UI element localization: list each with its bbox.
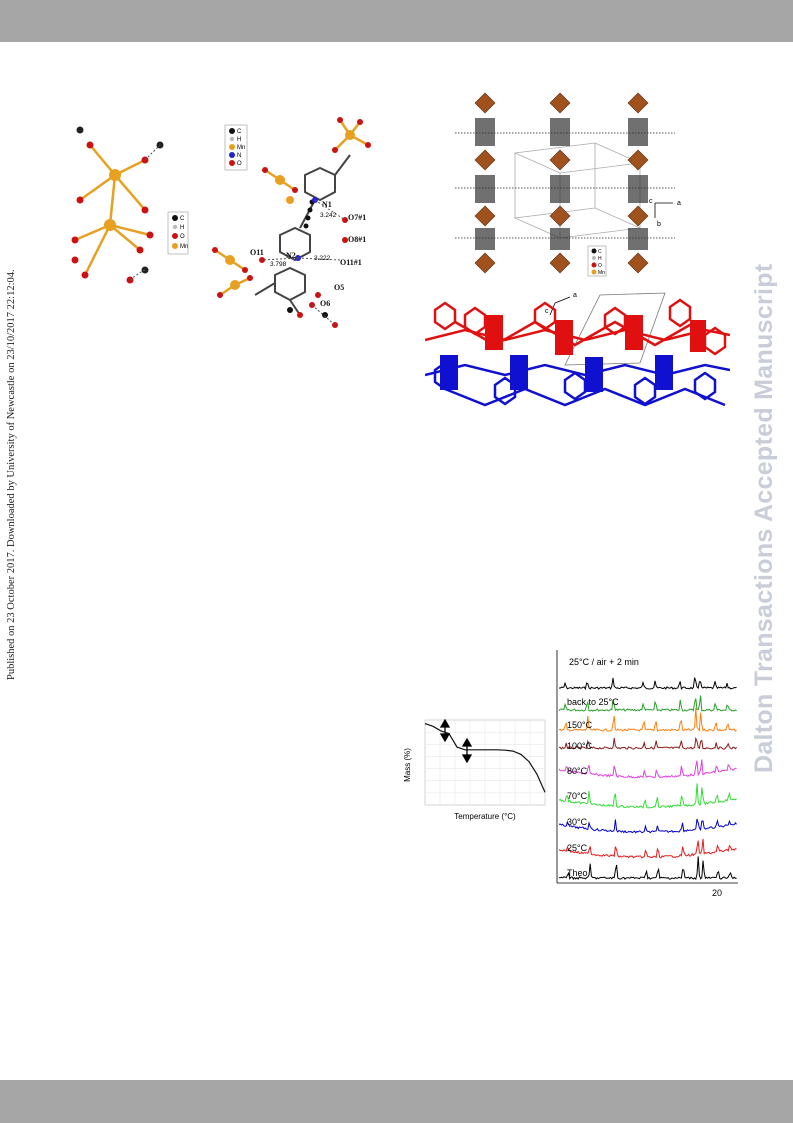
mn-dimer-left [74,144,151,276]
label-o11: O11 [250,248,264,257]
label-distance-2: 3.222 [314,255,331,262]
pxrd-series-label: back to 25°C [567,697,619,707]
mass-loss-arrows [439,718,473,764]
pxrd-trace [558,707,737,733]
svg-text:O: O [237,161,242,167]
label-o7: O7#1 [348,213,366,222]
pxrd-stacked-chart: 25°C / air + 2 min back to 25°C 150°C 100°C… [555,648,740,898]
label-distance-3: 3.798 [270,261,287,268]
svg-text:Mn: Mn [598,270,605,276]
ligand-chain [254,154,351,316]
axis-indicator-c: a c [545,292,577,316]
pxrd-series-label: 70°C [567,791,588,801]
pxrd-series-label: Theo [567,868,588,878]
tga-xlabel: Temperature (°C) [454,812,516,821]
svg-text:O: O [598,263,602,269]
publication-notice: Published on 23 October 2017. Downloaded… [6,269,17,680]
pxrd-tick-20: 20 [712,888,722,898]
tga-plot-area [424,718,546,806]
pxrd-trace [558,856,737,881]
svg-text:H: H [237,137,241,143]
footer-bar [0,1080,793,1123]
label-o11-1: O11#1 [340,258,362,267]
svg-text:c: c [649,198,653,205]
pxrd-series-label: 150°C [567,720,593,730]
svg-text:N: N [237,153,241,159]
svg-text:C: C [180,216,185,222]
svg-text:a: a [677,200,681,207]
red-layer [425,298,730,356]
unit-cell-outline [564,292,666,366]
tga-ylabel: Mass (%) [403,748,412,782]
accepted-manuscript-watermark: Dalton Transactions Accepted Manuscript [750,263,778,774]
label-n1: N1 [322,200,332,209]
svg-text:O: O [180,234,185,240]
svg-text:b: b [657,221,661,228]
pxrd-trace [558,677,737,691]
svg-text:C: C [237,129,242,135]
svg-text:H: H [180,225,184,231]
label-o5: O5 [334,283,344,292]
label-distance-1: 3.242 [320,212,337,219]
unit-cell-box [513,142,642,239]
atom-legend-b: C H O Mn [587,245,607,277]
blue-layer [425,361,730,407]
svg-text:Mn: Mn [180,244,188,250]
pxrd-trace [558,818,737,834]
svg-text:c: c [545,308,549,315]
pxrd-trace [559,736,737,751]
tga-chart: Mass (%) Temperature (°C) [400,715,550,825]
pxrd-series-label: 25°C [567,843,588,853]
atom-legend-left: C H O Mn [167,211,188,255]
figure-a-molecular-structure: C H O Mn C H Mn N O N1 3.242 O7#1 O8#1 O… [71,117,371,328]
figure-c-layer-packing: a c [425,292,730,407]
pxrd-trace [558,759,737,779]
svg-text:H: H [598,256,602,262]
axis-indicator: c a b [649,198,681,228]
figure-b-crystal-packing: c a b C H O Mn [455,92,681,277]
svg-text:C: C [598,249,602,255]
pxrd-series-label: 25°C / air + 2 min [569,657,639,667]
pxrd-trace [558,838,737,859]
svg-text:Mn: Mn [237,145,245,151]
atom-legend-right: C H Mn N O [224,124,248,171]
pxrd-series-label: 100°C [567,741,593,751]
svg-text:a: a [573,292,577,299]
pxrd-series-label: 80°C [567,766,588,776]
pxrd-trace [558,695,737,712]
pxrd-trace [558,783,737,809]
header-bar [0,0,793,42]
label-n2: N2 [286,251,296,260]
pxrd-series-label: 30°C [567,817,588,827]
label-o8: O8#1 [348,235,366,244]
label-o6: O6 [320,299,330,308]
